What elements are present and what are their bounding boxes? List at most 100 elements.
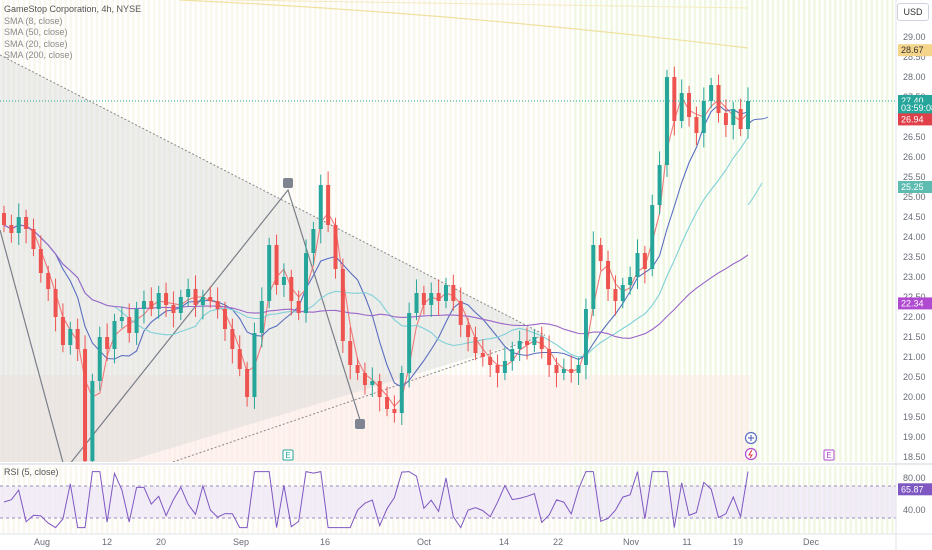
- session-stripe: [277, 0, 281, 462]
- time-tick-label: 16: [320, 537, 330, 547]
- session-stripe: [579, 0, 582, 462]
- legend-sma-8[interactable]: SMA (8, close): [4, 15, 63, 26]
- session-stripe: [189, 0, 192, 462]
- session-stripe: [490, 0, 494, 462]
- pattern-point-c[interactable]: [355, 419, 365, 429]
- session-stripe: [230, 0, 234, 462]
- session-stripe: [236, 0, 239, 462]
- session-stripe: [43, 0, 47, 462]
- session-stripe: [506, 0, 509, 462]
- price-tag-label: 27.40: [901, 96, 924, 106]
- candle-body: [664, 77, 669, 165]
- rsi-tick-label: 80.00: [903, 473, 926, 483]
- session-stripe: [225, 0, 229, 462]
- currency-button[interactable]: USD: [897, 3, 929, 21]
- session-stripe: [542, 0, 546, 462]
- candle-body: [517, 341, 522, 349]
- candle-body: [399, 373, 404, 413]
- session-stripe: [511, 0, 515, 462]
- candle-body: [16, 217, 21, 233]
- session-stripe: [776, 0, 780, 462]
- candle-body: [576, 365, 581, 373]
- session-stripe: [756, 0, 759, 462]
- session-stripe: [262, 0, 265, 462]
- session-stripe: [641, 0, 645, 462]
- candle-body: [385, 397, 390, 409]
- candle-body: [679, 93, 684, 121]
- time-axis[interactable]: Aug 12 20 Sep 16 Oct 14 22 Nov 11 19 Dec: [0, 533, 932, 547]
- legend-sma-20[interactable]: SMA (20, close): [4, 38, 68, 49]
- price-tick-label: 28.00: [903, 72, 926, 82]
- session-stripe: [709, 0, 712, 462]
- session-stripe: [308, 0, 312, 462]
- session-stripe: [750, 0, 754, 462]
- session-stripe: [678, 0, 681, 462]
- session-stripe: [548, 0, 551, 462]
- legend-sma-200[interactable]: SMA (200, close): [4, 50, 73, 60]
- candle-body: [252, 333, 257, 397]
- session-stripe: [527, 0, 530, 462]
- session-stripe: [782, 0, 785, 462]
- pattern-point-b[interactable]: [283, 178, 293, 188]
- legend-sma-50[interactable]: SMA (50, close): [4, 27, 68, 37]
- rsi-pane: RSI (5, close) 80.00 40.00 65.87: [0, 463, 932, 529]
- price-tag: [898, 113, 932, 126]
- rsi-legend[interactable]: RSI (5, close): [4, 467, 59, 477]
- session-stripe: [366, 0, 369, 462]
- price-tag-label: 22.34: [901, 298, 924, 308]
- session-stripe: [418, 0, 421, 462]
- session-stripe: [246, 0, 249, 462]
- rsi-value-tag: [898, 483, 932, 496]
- candle-body: [119, 317, 124, 321]
- session-stripe: [194, 0, 197, 462]
- session-stripe: [698, 0, 702, 462]
- lightning-icon[interactable]: [744, 447, 758, 461]
- price-axis[interactable]: 29.0028.5028.0027.5027.0026.5026.0025.50…: [895, 0, 926, 550]
- earnings-marker-icon[interactable]: [282, 449, 294, 461]
- price-tick-label: 24.50: [903, 212, 926, 222]
- session-stripe: [220, 0, 223, 462]
- candle-body: [628, 277, 633, 285]
- candle-body: [38, 249, 43, 273]
- earnings-marker-icon[interactable]: [823, 449, 835, 461]
- candle-body: [326, 185, 331, 225]
- session-stripe: [54, 0, 57, 462]
- session-stripe: [724, 0, 728, 462]
- candle-body: [377, 381, 382, 397]
- candle-body: [222, 309, 227, 329]
- session-stripe: [288, 0, 291, 462]
- candle-body: [178, 297, 183, 313]
- candle-body: [443, 285, 448, 301]
- price-tick-label: 23.50: [903, 252, 926, 262]
- session-stripe: [137, 0, 140, 462]
- candle-body: [746, 101, 750, 129]
- session-stripe: [787, 0, 790, 462]
- session-stripe: [600, 0, 603, 462]
- session-stripe: [568, 0, 572, 462]
- candle-body: [348, 341, 353, 365]
- candle-body: [606, 261, 611, 289]
- candle-body: [709, 85, 714, 101]
- price-tick-label: 26.50: [903, 132, 926, 142]
- session-stripe: [761, 0, 764, 462]
- session-stripe: [522, 0, 525, 462]
- session-stripe: [766, 0, 769, 462]
- session-stripe: [459, 0, 463, 462]
- session-stripe: [116, 0, 119, 462]
- session-stripe: [397, 0, 400, 462]
- candle-body: [687, 93, 692, 117]
- session-stripe: [662, 0, 665, 462]
- rsi-value-label: 65.87: [901, 484, 924, 494]
- session-stripe: [771, 0, 775, 462]
- candle-body: [105, 337, 110, 349]
- session-stripe: [849, 0, 853, 462]
- candle-body: [90, 381, 95, 461]
- candle-body: [245, 369, 250, 397]
- candle-body: [466, 325, 471, 337]
- session-stripe: [251, 0, 255, 462]
- candle-body: [259, 301, 264, 333]
- session-stripe: [204, 0, 208, 462]
